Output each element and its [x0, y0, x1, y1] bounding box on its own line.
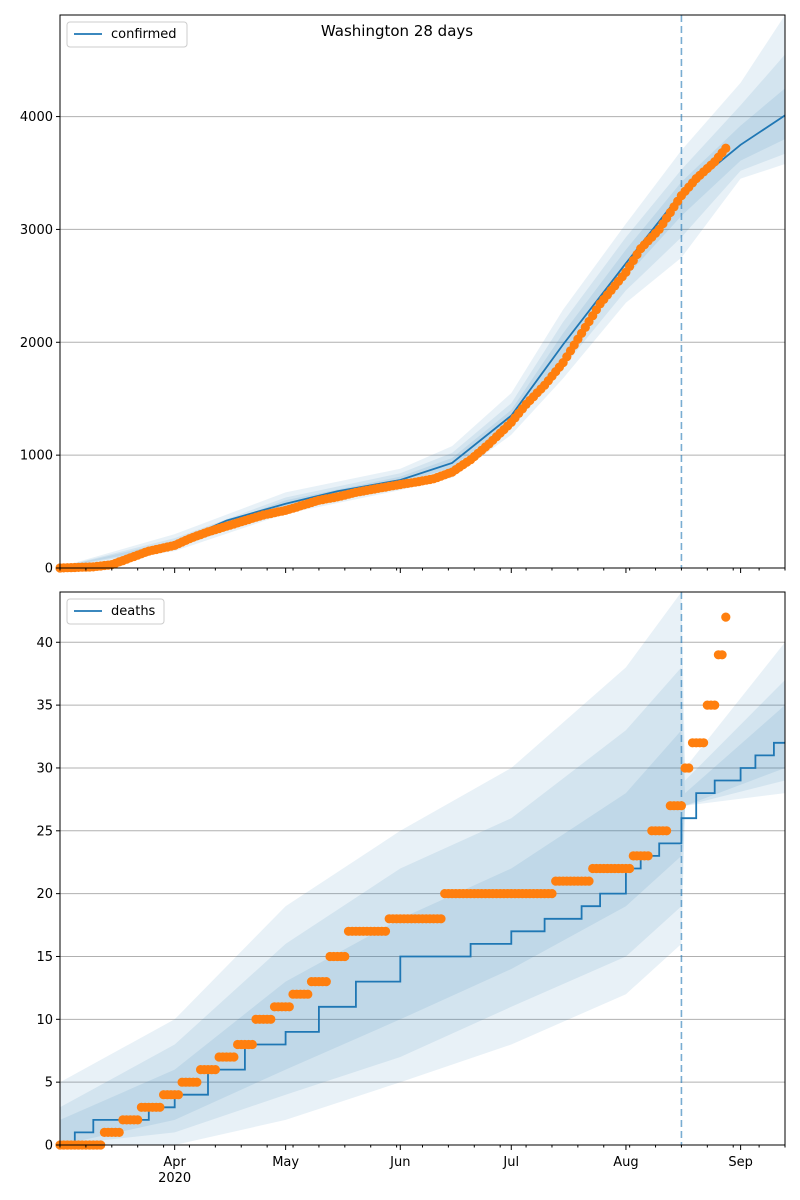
- y-tick-label: 15: [36, 950, 53, 965]
- confirmed-panel: 0 1000 2000 3000 4000: [20, 14, 786, 577]
- y-tick-label: 5: [45, 1076, 53, 1091]
- x-tick-label: Sep: [728, 1155, 753, 1170]
- x-tick-label: Jul: [502, 1155, 519, 1170]
- observed-point: [210, 1065, 220, 1075]
- observed-point: [584, 876, 594, 886]
- observed-point: [173, 1090, 183, 1100]
- uncertainty-band: [60, 88, 785, 568]
- observed-point: [699, 738, 709, 748]
- observed-point: [114, 1127, 124, 1137]
- observed-point: [155, 1102, 165, 1112]
- y-tick-label: 20: [36, 887, 53, 902]
- deaths-legend: deaths: [66, 598, 165, 625]
- observed-point: [721, 143, 731, 153]
- observed-point: [380, 926, 391, 936]
- observed-point: [643, 851, 653, 861]
- y-tick-label: 30: [36, 761, 53, 776]
- uncertainty-band: [60, 592, 785, 1145]
- x-tick-label: Aug: [613, 1155, 638, 1170]
- y-tick-label: 4000: [20, 110, 53, 125]
- x-tick-label: May: [272, 1155, 299, 1170]
- y-tick-label: 25: [36, 824, 53, 839]
- observed-point: [717, 650, 727, 660]
- y-tick-label: 0: [45, 562, 53, 577]
- x-tick-label: Apr: [163, 1155, 186, 1170]
- observed-point: [321, 977, 331, 987]
- observed-point: [721, 612, 731, 622]
- legend-box: [66, 598, 165, 625]
- confirmed-legend: confirmed: [66, 21, 188, 48]
- deaths-series-line: [60, 741, 785, 1146]
- observed-point: [266, 1014, 276, 1024]
- observed-point: [684, 763, 694, 773]
- observed-point: [284, 1002, 294, 1012]
- observed-point: [547, 889, 557, 899]
- legend-box: [66, 21, 188, 48]
- observed-point: [303, 989, 313, 999]
- y-tick-label: 1000: [20, 449, 53, 464]
- chart-title: Washington 28 days: [321, 22, 473, 40]
- observed-point: [192, 1077, 202, 1087]
- uncertainty-band: [60, 705, 785, 1145]
- x-tick-label: Jun: [389, 1155, 410, 1170]
- observed-point: [625, 863, 635, 874]
- observed-point: [662, 826, 672, 836]
- uncertainty-band: [60, 667, 785, 1145]
- y-tick-label: 0: [45, 1139, 53, 1154]
- observed-point: [676, 801, 687, 811]
- y-tick-label: 35: [36, 699, 53, 714]
- observed-point: [229, 1052, 239, 1062]
- legend-label: deaths: [111, 604, 156, 619]
- observed-point: [436, 914, 446, 924]
- uncertainty-band: [60, 54, 785, 568]
- observed-point: [340, 951, 350, 962]
- observed-point: [710, 700, 720, 710]
- x-year-label: 2020: [158, 1171, 191, 1186]
- y-tick-label: 40: [36, 636, 53, 651]
- observed-point: [133, 1115, 143, 1125]
- y-tick-label: 3000: [20, 223, 53, 238]
- legend-label: confirmed: [111, 27, 177, 42]
- observed-point: [247, 1039, 257, 1050]
- y-tick-label: 2000: [20, 336, 53, 351]
- y-tick-label: 10: [36, 1013, 53, 1028]
